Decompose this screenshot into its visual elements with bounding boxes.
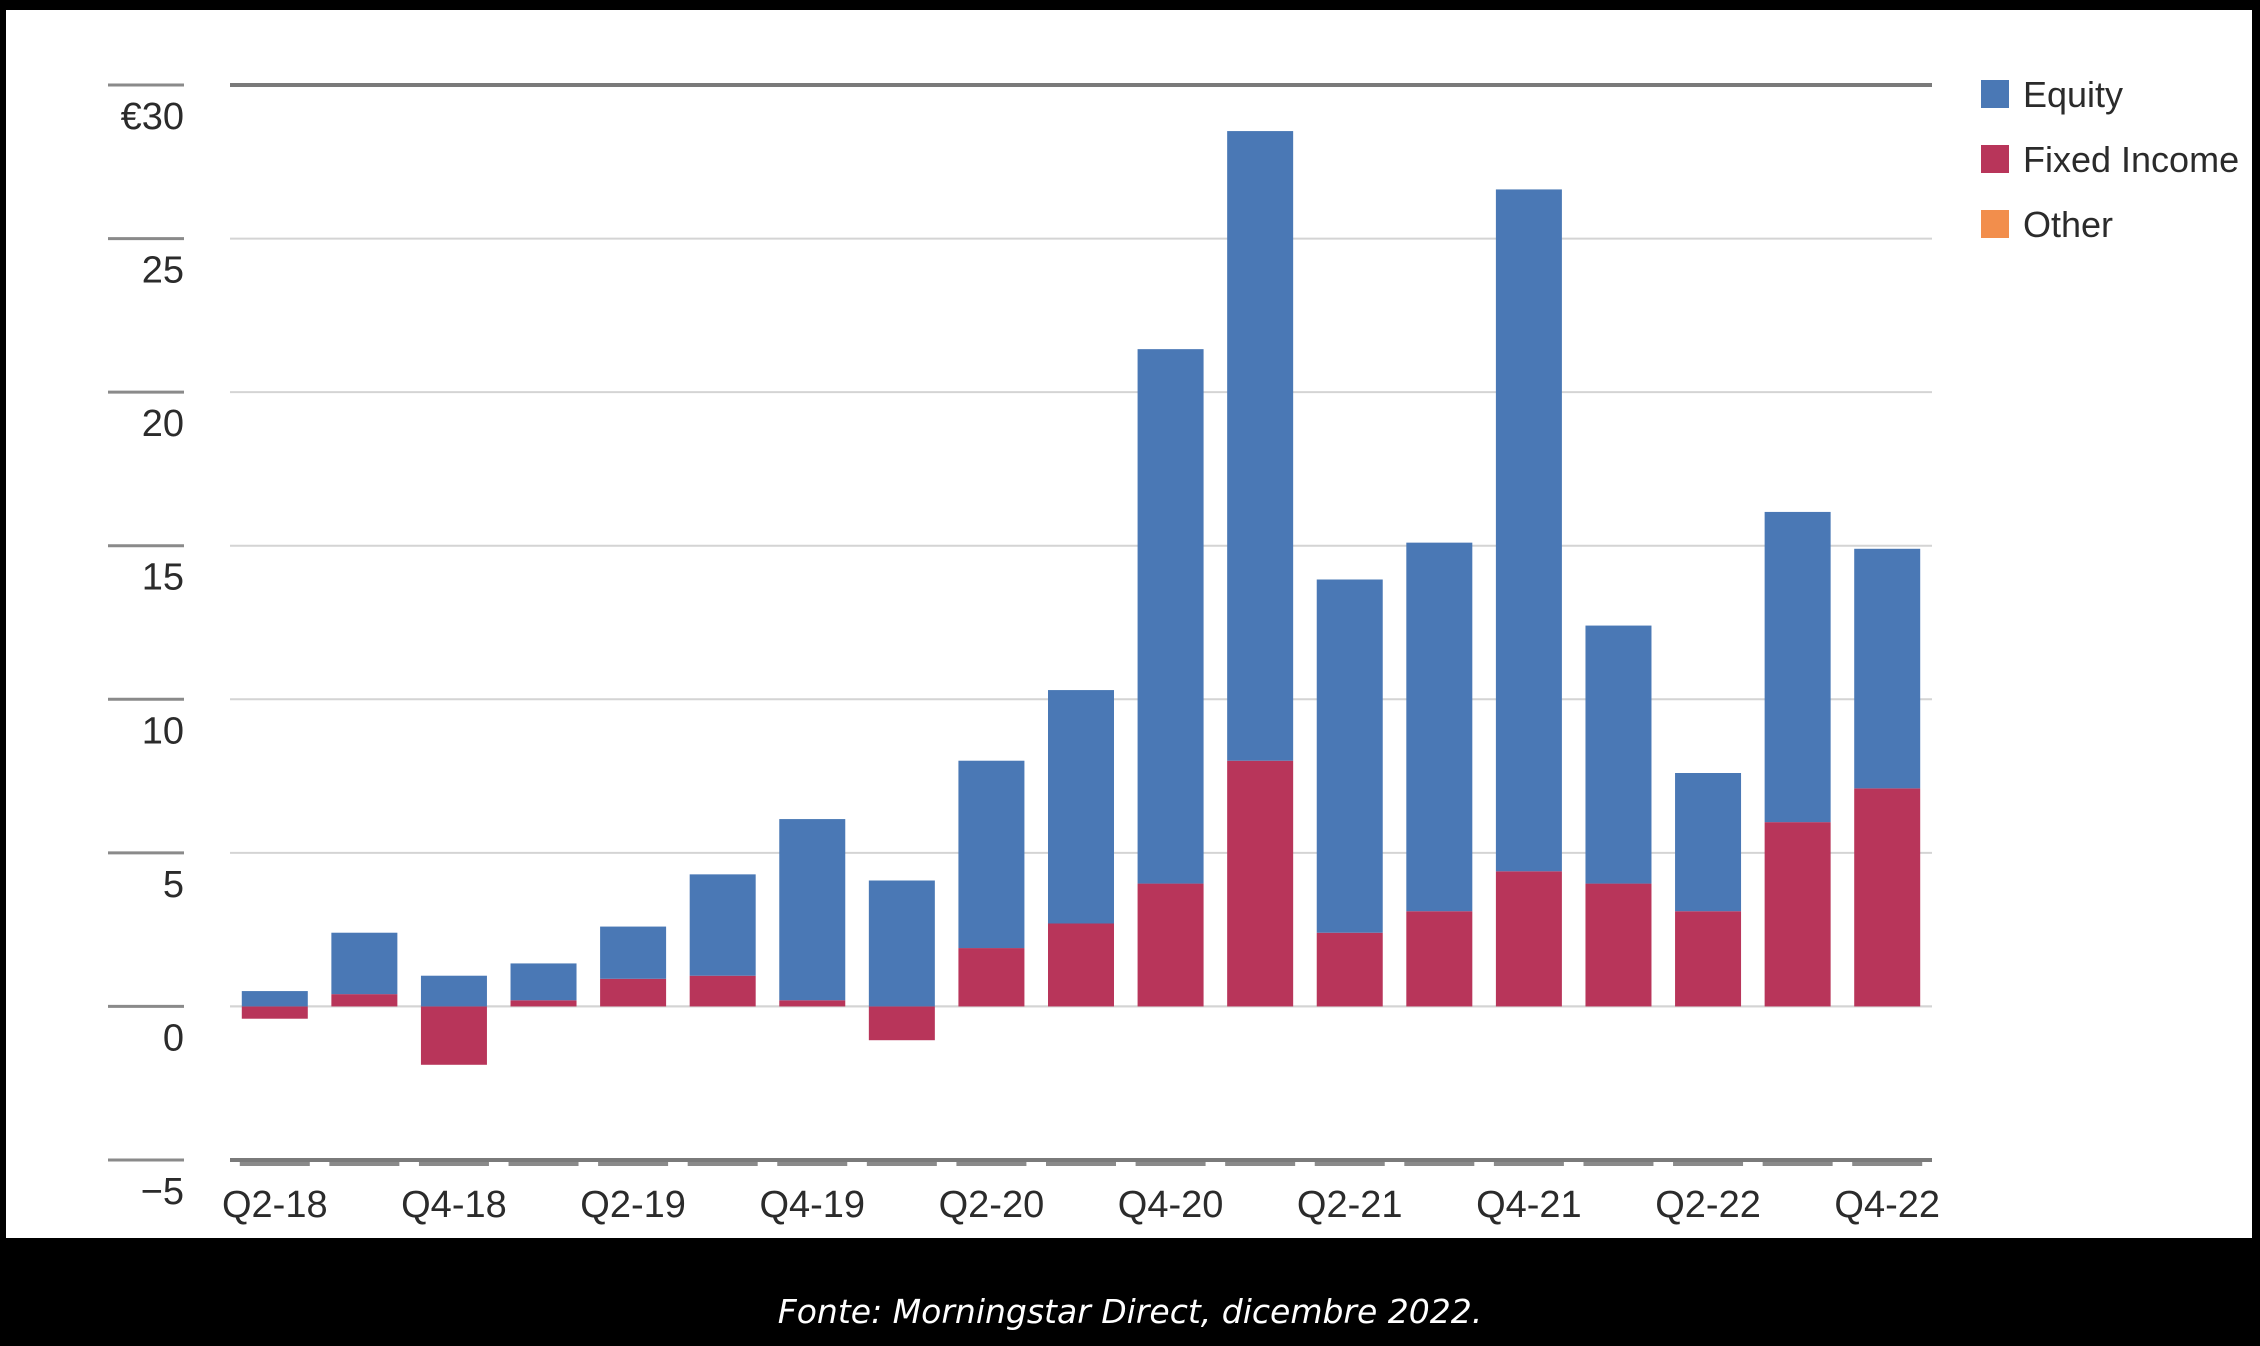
bar-fixed-income-q3-18 xyxy=(331,994,398,1007)
bar-fixed-income-q3-19 xyxy=(689,975,756,1007)
bar-fixed-income-q4-21 xyxy=(1495,871,1562,1007)
bar-fixed-income-q4-19 xyxy=(779,1000,846,1007)
legend-label-equity: Equity xyxy=(2023,74,2123,115)
bar-equity-q1-21 xyxy=(1227,131,1294,761)
y-tick-label: 20 xyxy=(142,403,184,445)
bar-fixed-income-q1-21 xyxy=(1227,760,1294,1007)
x-tick-label: Q4-22 xyxy=(1834,1184,1940,1226)
legend: Equity Fixed Income Other xyxy=(1981,74,2239,245)
bar-equity-q4-19 xyxy=(779,819,846,1001)
bar-equity-q4-21 xyxy=(1495,189,1562,872)
legend-swatch-other xyxy=(1981,210,2009,238)
bar-equity-q4-20 xyxy=(1137,349,1204,884)
bar-fixed-income-q2-20 xyxy=(958,948,1025,1007)
bar-fixed-income-q1-20 xyxy=(868,1006,935,1041)
bar-equity-q2-21 xyxy=(1316,579,1383,933)
y-tick-label: 0 xyxy=(163,1017,184,1059)
bar-fixed-income-q2-18 xyxy=(241,1006,308,1019)
bar-fixed-income-q4-20 xyxy=(1137,883,1204,1007)
source-caption: Fonte: Morningstar Direct, dicembre 2022… xyxy=(777,1292,1483,1331)
x-tick-label: Q2-20 xyxy=(939,1184,1045,1226)
stacked-bar-chart: €30 25 20 15 10 5 0 −5 Q2-18 Q4-18 Q2-19 Q4-19 Q2-2… xyxy=(108,74,2239,1226)
bar-equity-q1-20 xyxy=(868,880,935,1007)
bar-equity-q3-22 xyxy=(1764,511,1831,823)
bar-fixed-income-q3-21 xyxy=(1406,911,1473,1007)
y-tick-label: 25 xyxy=(142,250,184,292)
bar-equity-q3-18 xyxy=(331,932,398,995)
bar-fixed-income-q4-18 xyxy=(420,1006,487,1065)
legend-label-fixed-income: Fixed Income xyxy=(2023,139,2239,180)
y-tick-label: €30 xyxy=(121,96,184,138)
bar-equity-q1-19 xyxy=(510,963,577,1001)
bar-fixed-income-q2-22 xyxy=(1675,911,1742,1007)
chart-panel: €30 25 20 15 10 5 0 −5 Q2-18 Q4-18 Q2-19 Q4-19 Q2-2… xyxy=(6,10,2252,1238)
bar-equity-q3-21 xyxy=(1406,542,1473,912)
y-tick-label: 5 xyxy=(163,864,184,906)
bar-equity-q2-19 xyxy=(600,926,667,979)
y-tick-label: 10 xyxy=(142,710,184,752)
bar-fixed-income-q2-19 xyxy=(600,978,667,1007)
bar-fixed-income-q1-22 xyxy=(1585,883,1652,1007)
x-tick-label: Q4-19 xyxy=(759,1184,865,1226)
legend-swatch-fixed-income xyxy=(1981,145,2009,173)
bar-fixed-income-q3-20 xyxy=(1048,923,1114,1007)
bar-fixed-income-q3-22 xyxy=(1764,822,1831,1007)
x-tick-label: Q2-18 xyxy=(222,1184,328,1226)
bar-fixed-income-q1-19 xyxy=(510,1000,577,1007)
x-tick-label: Q2-19 xyxy=(580,1184,686,1226)
y-tick-labels: €30 25 20 15 10 5 0 −5 xyxy=(121,96,184,1213)
bar-equity-q2-20 xyxy=(958,760,1025,949)
x-tick-labels: Q2-18 Q4-18 Q2-19 Q4-19 Q2-20 Q4-20 Q2-21 Q4-21… xyxy=(222,1184,1940,1226)
bar-equity-q4-22 xyxy=(1854,548,1921,789)
x-tick-label: Q4-21 xyxy=(1476,1184,1582,1226)
bar-equity-q4-18 xyxy=(420,975,487,1007)
x-tick-label: Q4-18 xyxy=(401,1184,507,1226)
bar-equity-q2-22 xyxy=(1675,773,1742,912)
axes xyxy=(108,83,1923,1166)
bar-equity-q3-20 xyxy=(1048,690,1114,924)
y-tick-label: 15 xyxy=(142,557,184,599)
y-tick-label: −5 xyxy=(141,1171,184,1213)
bars xyxy=(241,131,1921,1065)
bar-fixed-income-q4-22 xyxy=(1854,788,1921,1007)
x-tick-label: Q4-20 xyxy=(1118,1184,1224,1226)
x-tick-label: Q2-22 xyxy=(1655,1184,1761,1226)
bar-equity-q3-19 xyxy=(689,874,756,976)
bar-equity-q1-22 xyxy=(1585,625,1652,884)
bar-equity-q2-18 xyxy=(241,991,308,1007)
legend-label-other: Other xyxy=(2023,204,2113,245)
bar-fixed-income-q2-21 xyxy=(1316,932,1383,1007)
x-tick-label: Q2-21 xyxy=(1297,1184,1403,1226)
legend-swatch-equity xyxy=(1981,80,2009,108)
